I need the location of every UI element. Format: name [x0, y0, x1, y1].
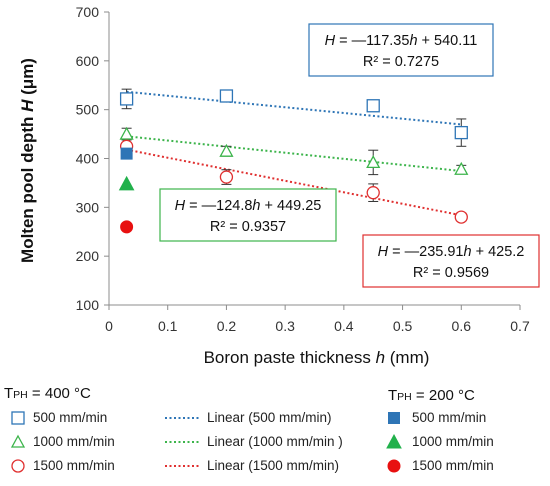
- x-tick-label: 0.7: [510, 318, 530, 334]
- y-tick-label: 700: [76, 4, 100, 20]
- trendline-0: [126, 90, 462, 126]
- data-point-series-0: [119, 92, 134, 106]
- equation-boxes: H = ―117.35h + 540.11 R² = 0.7275 H = ―124…: [159, 23, 540, 288]
- y-tick-label: 100: [76, 297, 100, 313]
- data-point-series-5: [120, 220, 134, 234]
- x-tick-label: 0.2: [217, 318, 237, 334]
- y-tick-label: 600: [76, 53, 100, 69]
- equation-box-2: [362, 234, 540, 288]
- x-tick-label: 0.1: [158, 318, 178, 334]
- x-tick-label: 0.5: [393, 318, 413, 334]
- data-point-series-1: [119, 126, 134, 140]
- data-point-series-2: [219, 170, 234, 184]
- equation-text-1: H = ―124.8h + 449.25: [175, 198, 322, 214]
- data-point-series-1: [366, 155, 381, 169]
- legend-trendline-label-0: Linear (500 mm/min): [207, 410, 332, 425]
- equation-text-0: H = ―117.35h + 540.11: [325, 33, 478, 49]
- data-point-series-0: [219, 89, 234, 103]
- equation-box-0: [308, 23, 494, 77]
- x-axis-title: Boron paste thickness h (mm): [204, 348, 430, 367]
- legend-label-1: 1000 mm/min: [33, 434, 115, 449]
- legend-marker-3: [388, 412, 400, 424]
- legend-title-400: TPH = 400 °C: [4, 385, 91, 402]
- data-point-series-2: [366, 186, 380, 200]
- trendlines: [126, 90, 462, 217]
- x-tick-label: 0.3: [275, 318, 295, 334]
- x-tick-label: 0.4: [334, 318, 354, 334]
- trendline-2: [126, 148, 462, 217]
- y-tick-label: 500: [76, 102, 100, 118]
- data-point-series-0: [454, 125, 468, 140]
- legend: TPH = 400 °C TPH = 200 °C 500 mm/min 1000 m…: [4, 385, 494, 473]
- x-tick-label: 0.6: [452, 318, 472, 334]
- data-point-series-0: [366, 99, 380, 113]
- y-tick-label: 200: [76, 248, 100, 264]
- equation-box-1: [159, 188, 337, 242]
- x-tick-label: 0: [105, 318, 113, 334]
- legend-label-0: 500 mm/min: [33, 410, 107, 425]
- legend-marker-4: [386, 433, 402, 449]
- legend-trendline-label-2: Linear (1500 mm/min): [207, 458, 339, 473]
- legend-title-200: TPH = 200 °C: [388, 387, 475, 404]
- legend-label-2: 1500 mm/min: [33, 458, 115, 473]
- data-point-series-3: [120, 147, 133, 160]
- axes: 100 200 300 400 500 600 700 0 0.1 0.2 0.3 0.4 0.5 0.6…: [18, 4, 530, 367]
- legend-marker-0: [11, 411, 25, 425]
- legend-trendline-label-1: Linear (1000 mm/min ): [207, 434, 343, 449]
- legend-label-5: 1500 mm/min: [412, 458, 494, 473]
- data-points: [118, 88, 469, 234]
- data-point-series-1: [454, 161, 469, 175]
- y-tick-label: 300: [76, 199, 100, 215]
- legend-marker-2: [11, 459, 25, 473]
- legend-label-3: 500 mm/min: [412, 410, 486, 425]
- trendline-1: [126, 135, 462, 173]
- r-squared-text-2: R² = 0.9569: [413, 265, 489, 281]
- data-point-series-1: [219, 143, 234, 157]
- legend-marker-1: [10, 434, 26, 448]
- legend-marker-5: [387, 459, 401, 473]
- y-tick-label: 400: [76, 151, 100, 167]
- r-squared-text-0: R² = 0.7275: [363, 54, 439, 70]
- legend-label-4: 1000 mm/min: [412, 434, 494, 449]
- equation-text-2: H = ―235.91h + 425.2: [378, 244, 525, 260]
- r-squared-text-1: R² = 0.9357: [210, 219, 286, 235]
- data-point-series-2: [454, 210, 468, 224]
- data-point-series-4: [118, 175, 135, 191]
- y-axis-title: Molten pool depth H (μm): [18, 58, 37, 263]
